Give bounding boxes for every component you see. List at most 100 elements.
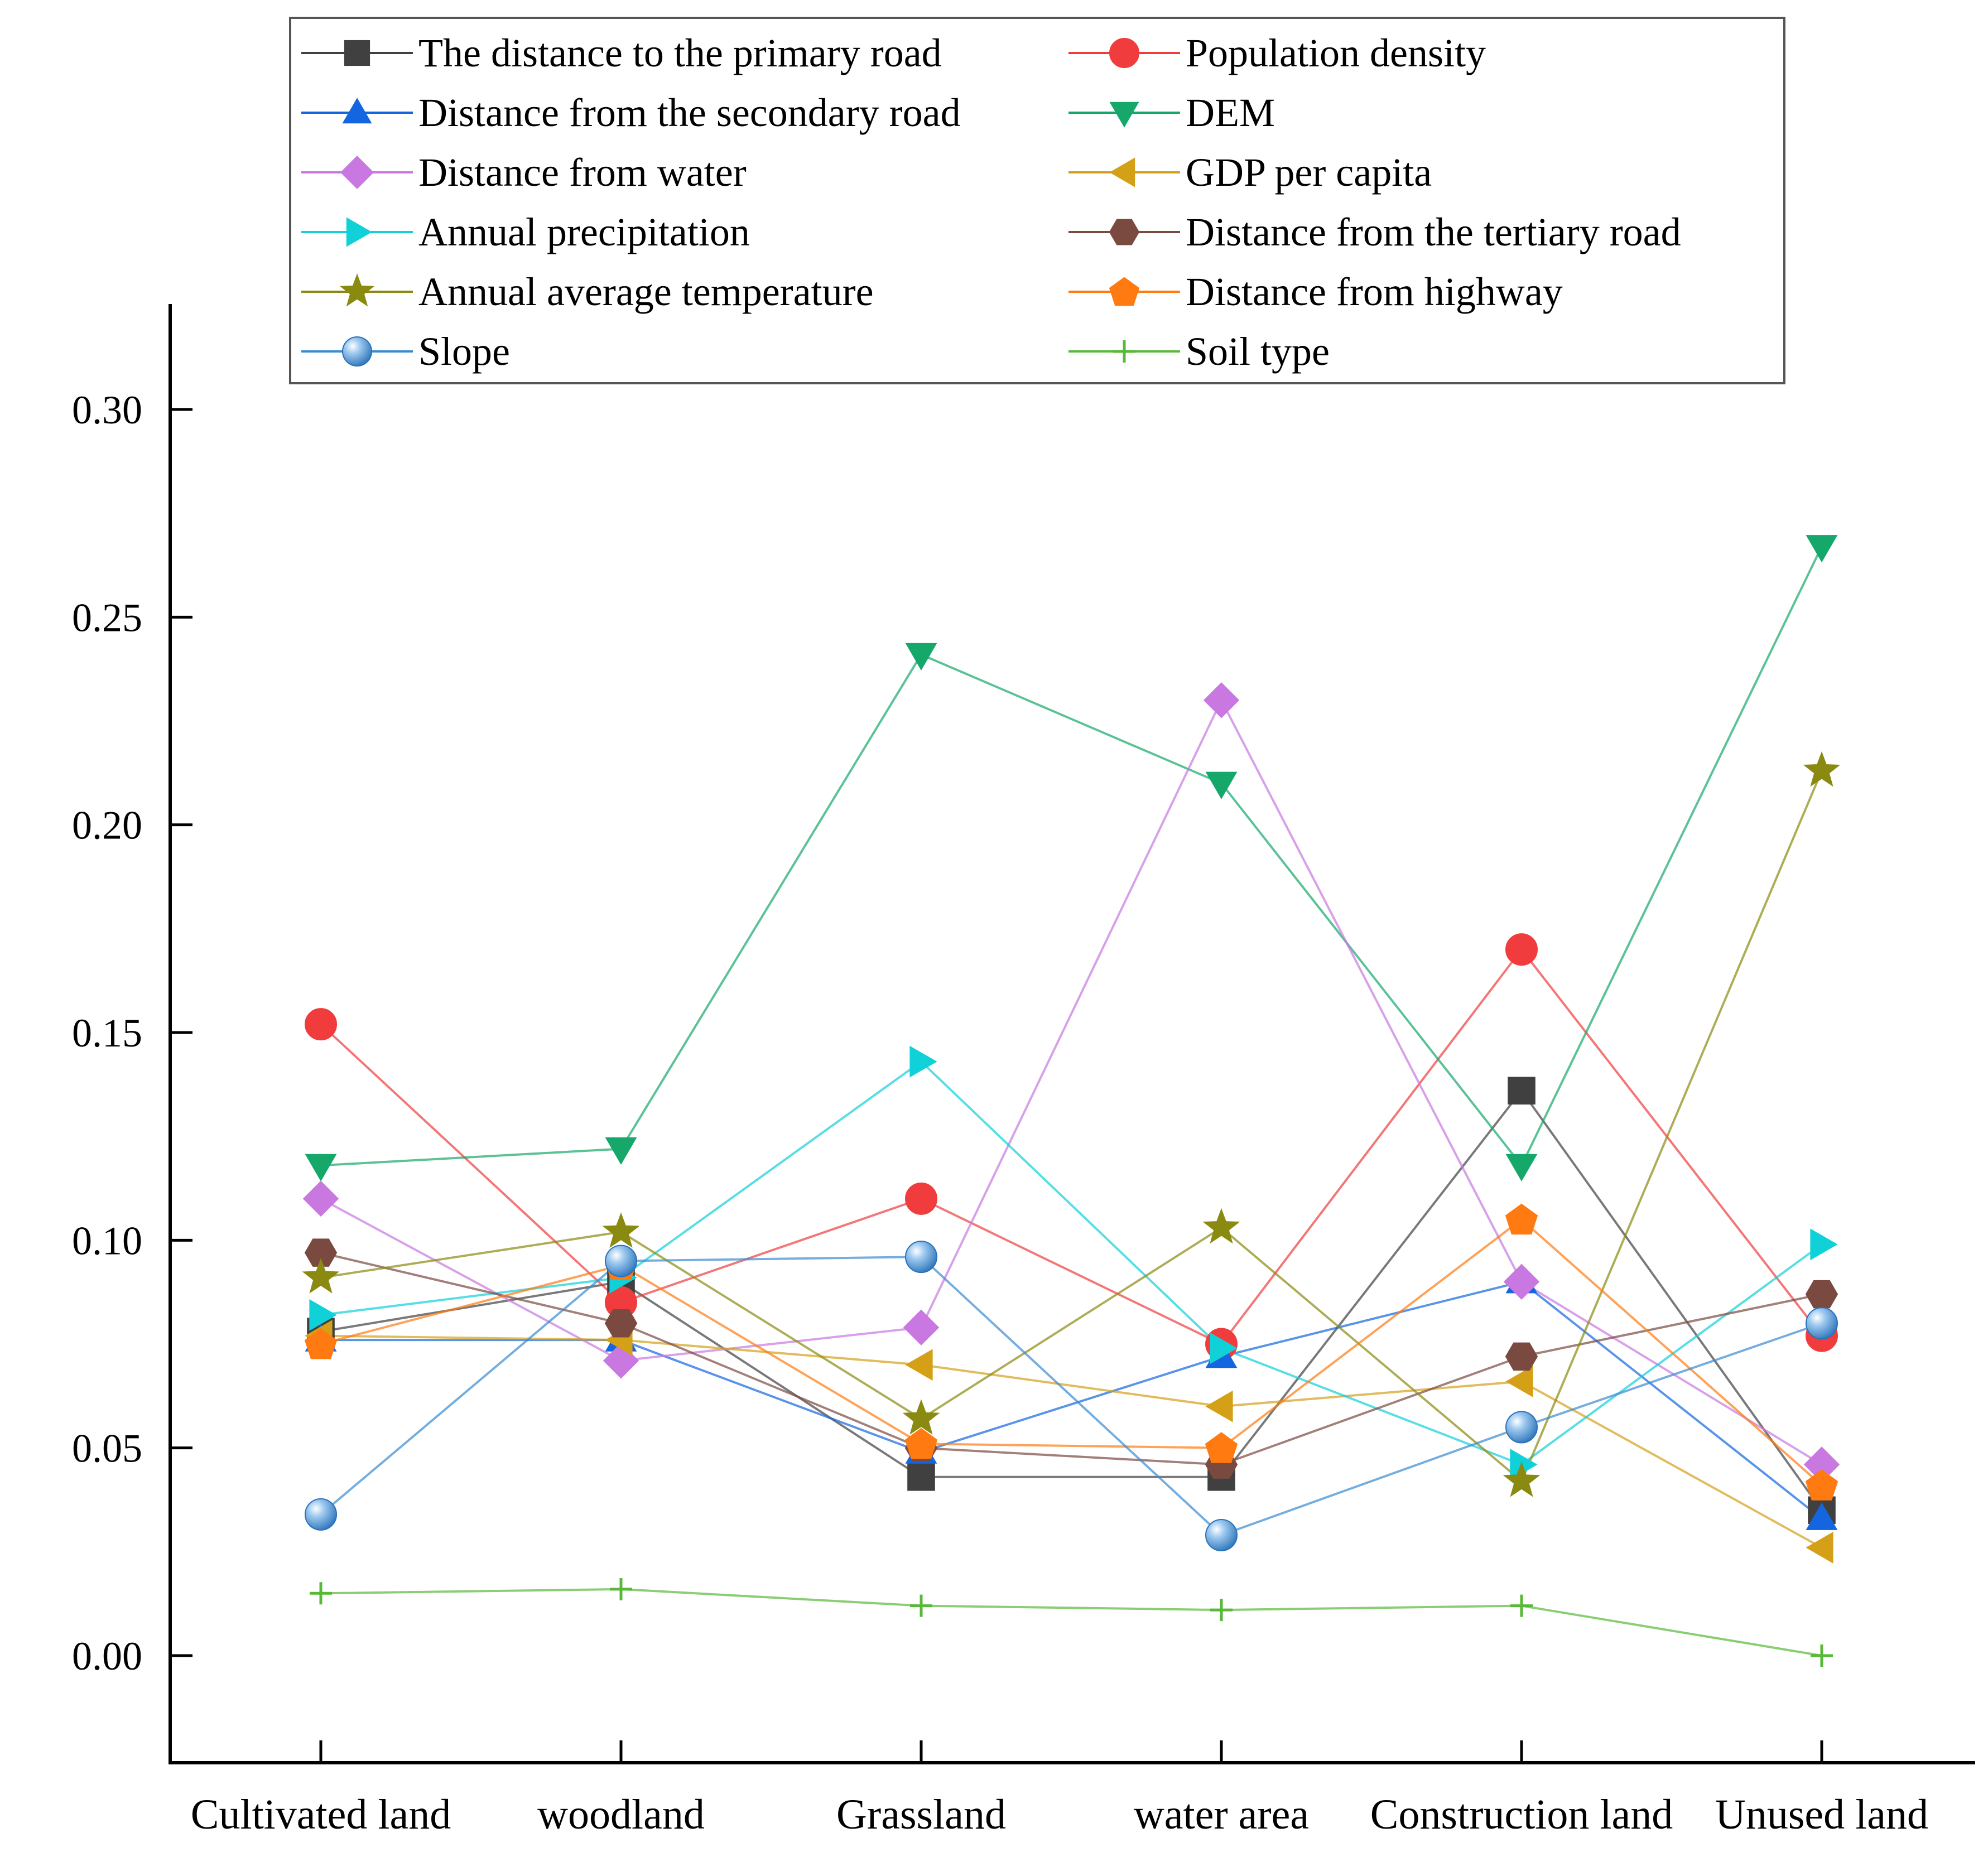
- legend-item-11: Soil type: [1068, 329, 1330, 374]
- data-point: [1203, 682, 1240, 718]
- series-line: [320, 1256, 1822, 1537]
- series-line: [320, 1251, 1822, 1466]
- series-4: [320, 697, 1823, 1466]
- legend-label: The distance to the primary road: [418, 31, 942, 75]
- legend: The distance to the primary road Populati…: [289, 17, 1785, 384]
- x-tick-label: water area: [1134, 1791, 1309, 1838]
- y-tick-label: 0.25: [72, 595, 142, 640]
- data-point: [605, 1137, 637, 1165]
- data-point: [305, 1154, 337, 1181]
- data-point: [1503, 1462, 1541, 1497]
- data-point: [604, 1309, 638, 1338]
- data-point: [304, 1238, 338, 1267]
- series-markers-8: [302, 751, 1841, 1497]
- data-point: [1205, 1390, 1233, 1422]
- legend-marker: [1109, 38, 1139, 68]
- series-7: [320, 1251, 1822, 1466]
- data-point: [1505, 1411, 1538, 1444]
- series-0: [320, 1088, 1823, 1511]
- series-line: [320, 1588, 1822, 1657]
- series-10: [320, 1256, 1822, 1537]
- data-point: [903, 1309, 940, 1345]
- data-point: [1505, 1203, 1538, 1235]
- series-line: [320, 770, 1823, 1483]
- data-point: [1811, 1644, 1833, 1667]
- y-tick-label: 0.15: [72, 1011, 142, 1055]
- legend-item-10: Slope: [301, 329, 510, 374]
- series-line: [320, 1218, 1823, 1487]
- legend-marker: [342, 336, 372, 366]
- data-point: [1806, 1307, 1838, 1340]
- legend-item-0: The distance to the primary road: [301, 31, 942, 75]
- data-point: [1505, 933, 1538, 966]
- legend-item-2: Distance from the secondary road: [301, 90, 961, 135]
- data-point: [1805, 1280, 1838, 1309]
- data-point: [602, 1212, 640, 1248]
- legend-item-1: Population density: [1068, 31, 1486, 75]
- series-3: [320, 546, 1823, 1168]
- data-point: [1205, 1519, 1238, 1552]
- data-point: [1510, 1594, 1533, 1617]
- series-line: [320, 947, 1823, 1346]
- legend-label: Soil type: [1186, 329, 1330, 374]
- legend-label: Distance from the tertiary road: [1186, 210, 1681, 254]
- series-line: [320, 697, 1823, 1466]
- legend-marker: [1109, 157, 1135, 187]
- data-point: [1806, 1502, 1838, 1530]
- data-point: [1806, 535, 1838, 563]
- data-point: [1205, 1432, 1238, 1463]
- data-point: [1806, 1531, 1833, 1564]
- y-tick-label: 0.20: [72, 803, 142, 848]
- series-line: [320, 546, 1823, 1168]
- data-point: [907, 1463, 935, 1491]
- data-point: [1505, 1154, 1538, 1181]
- series-1: [320, 947, 1823, 1346]
- series-line: [320, 1088, 1823, 1511]
- data-point: [305, 1008, 337, 1041]
- data-point: [1503, 1263, 1540, 1300]
- data-point: [1803, 751, 1841, 787]
- data-point: [309, 1299, 337, 1331]
- series-markers-11: [310, 1578, 1833, 1667]
- legend-marker: [339, 273, 375, 307]
- y-tick-label: 0.00: [72, 1634, 142, 1678]
- data-point: [1805, 1469, 1838, 1501]
- legend-box: [289, 17, 1785, 384]
- series-line: [320, 1060, 1823, 1466]
- data-point: [1210, 1332, 1238, 1364]
- series-6: [320, 1060, 1823, 1466]
- legend-item-3: DEM: [1068, 90, 1275, 135]
- data-point: [304, 1328, 338, 1359]
- legend-item-6: Annual precipitation: [301, 210, 750, 254]
- series-markers-5: [305, 1320, 1833, 1564]
- x-tick-label: Cultivated land: [191, 1791, 451, 1838]
- legend-label: Annual average temperature: [418, 269, 874, 314]
- legend-marker: [1113, 340, 1135, 363]
- legend-marker: [1109, 102, 1139, 128]
- data-point: [310, 1582, 332, 1605]
- legend-label: GDP per capita: [1186, 150, 1432, 195]
- data-point: [1508, 1077, 1535, 1105]
- legend-marker: [1109, 277, 1140, 306]
- x-tick-label: woodland: [537, 1791, 705, 1838]
- data-point: [905, 643, 937, 671]
- legend-item-5: GDP per capita: [1068, 150, 1432, 195]
- legend-item-7: Distance from the tertiary road: [1068, 210, 1681, 254]
- x-tick-label: Construction land: [1370, 1791, 1673, 1838]
- data-point: [905, 1241, 937, 1274]
- series-8: [320, 770, 1823, 1483]
- data-point: [904, 1427, 938, 1459]
- series-5: [320, 1334, 1822, 1549]
- legend-marker: [1109, 219, 1140, 245]
- series-markers-10: [305, 1241, 1838, 1552]
- y-tick-label: 0.05: [72, 1426, 142, 1471]
- data-point: [302, 1258, 340, 1294]
- data-point: [905, 1182, 937, 1215]
- legend-item-4: Distance from water: [301, 150, 747, 195]
- legend-label: DEM: [1186, 90, 1275, 135]
- data-point: [302, 1180, 339, 1217]
- legend-marker: [346, 217, 372, 247]
- data-point: [909, 1045, 937, 1078]
- legend-label: Distance from water: [418, 150, 747, 195]
- legend-item-9: Distance from highway: [1068, 269, 1563, 314]
